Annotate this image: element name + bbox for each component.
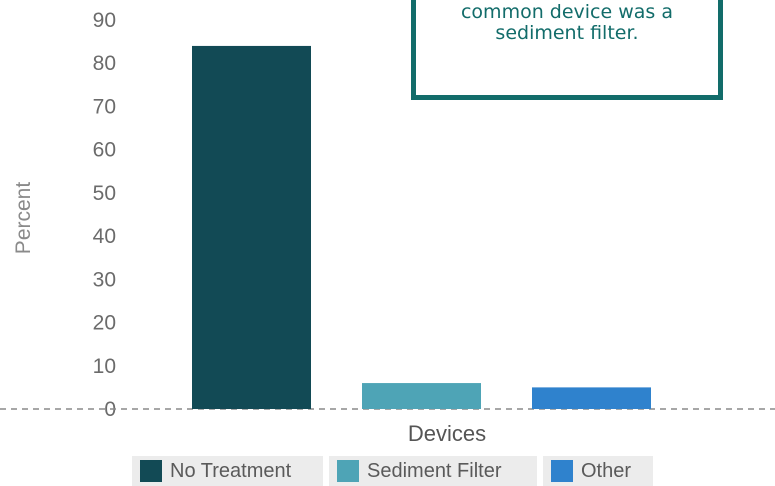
legend-swatch-sediment-filter	[337, 460, 359, 482]
y-tick-label: 60	[93, 139, 116, 162]
legend-label-no-treatment: No Treatment	[170, 459, 292, 482]
bar-no-treatment	[192, 45, 311, 409]
y-tick-label: 70	[93, 95, 116, 118]
y-tick-label: 40	[93, 225, 116, 248]
legend-item-no-treatment: No Treatment	[132, 456, 323, 486]
bars-group	[192, 45, 651, 409]
y-tick-label: 10	[93, 355, 116, 378]
y-tick-label: 90	[93, 9, 116, 32]
bar-other	[532, 387, 651, 409]
legend-swatch-no-treatment	[140, 460, 162, 482]
legend-label-sediment-filter: Sediment Filter	[367, 459, 502, 482]
y-tick-label: 80	[93, 52, 116, 75]
legend-item-other: Other	[543, 456, 653, 486]
legend-swatch-other	[551, 460, 573, 482]
y-tick-label: 20	[93, 312, 116, 335]
legend-item-sediment-filter: Sediment Filter	[329, 456, 537, 486]
annotation-line-2: sediment filter.	[495, 22, 639, 44]
bar-sediment-filter	[362, 383, 481, 409]
annotation-line-1: common device was a	[460, 1, 673, 23]
legend-label-other: Other	[581, 459, 632, 482]
annotation-callout: common device was a sediment filter.	[411, 0, 723, 100]
y-axis-title: Percent	[12, 182, 35, 255]
y-tick-label: 50	[93, 182, 116, 205]
x-axis-title: Devices	[408, 421, 486, 446]
y-tick-label: 30	[93, 268, 116, 291]
